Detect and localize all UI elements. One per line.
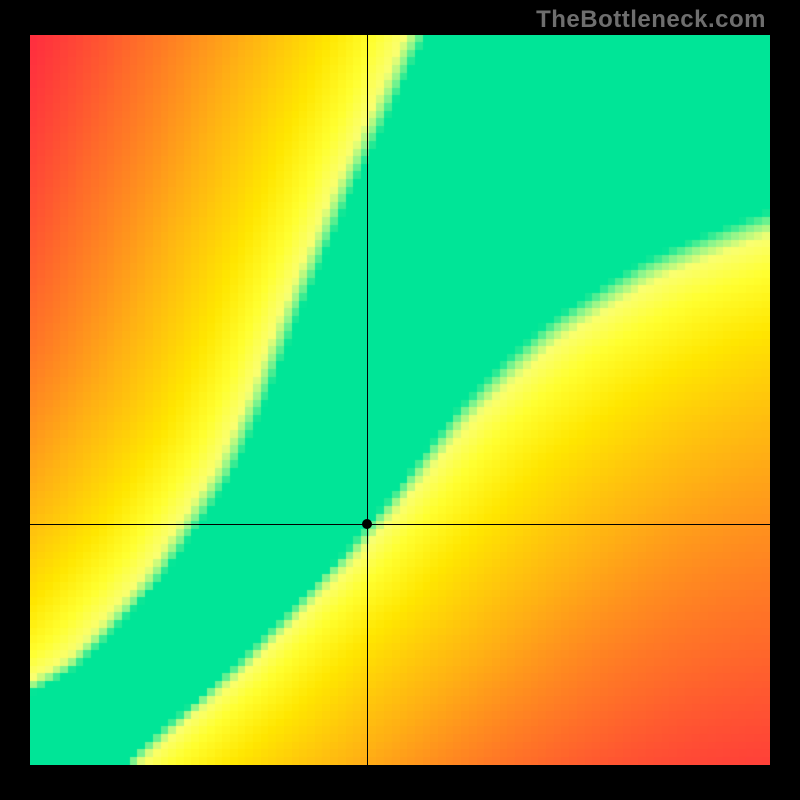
crosshair-vertical	[367, 35, 368, 765]
crosshair-marker	[362, 519, 372, 529]
chart-container: TheBottleneck.com	[0, 0, 800, 800]
heatmap-plot	[30, 35, 770, 765]
heatmap-canvas	[30, 35, 770, 765]
crosshair-horizontal	[30, 524, 770, 525]
watermark-text: TheBottleneck.com	[536, 6, 766, 34]
